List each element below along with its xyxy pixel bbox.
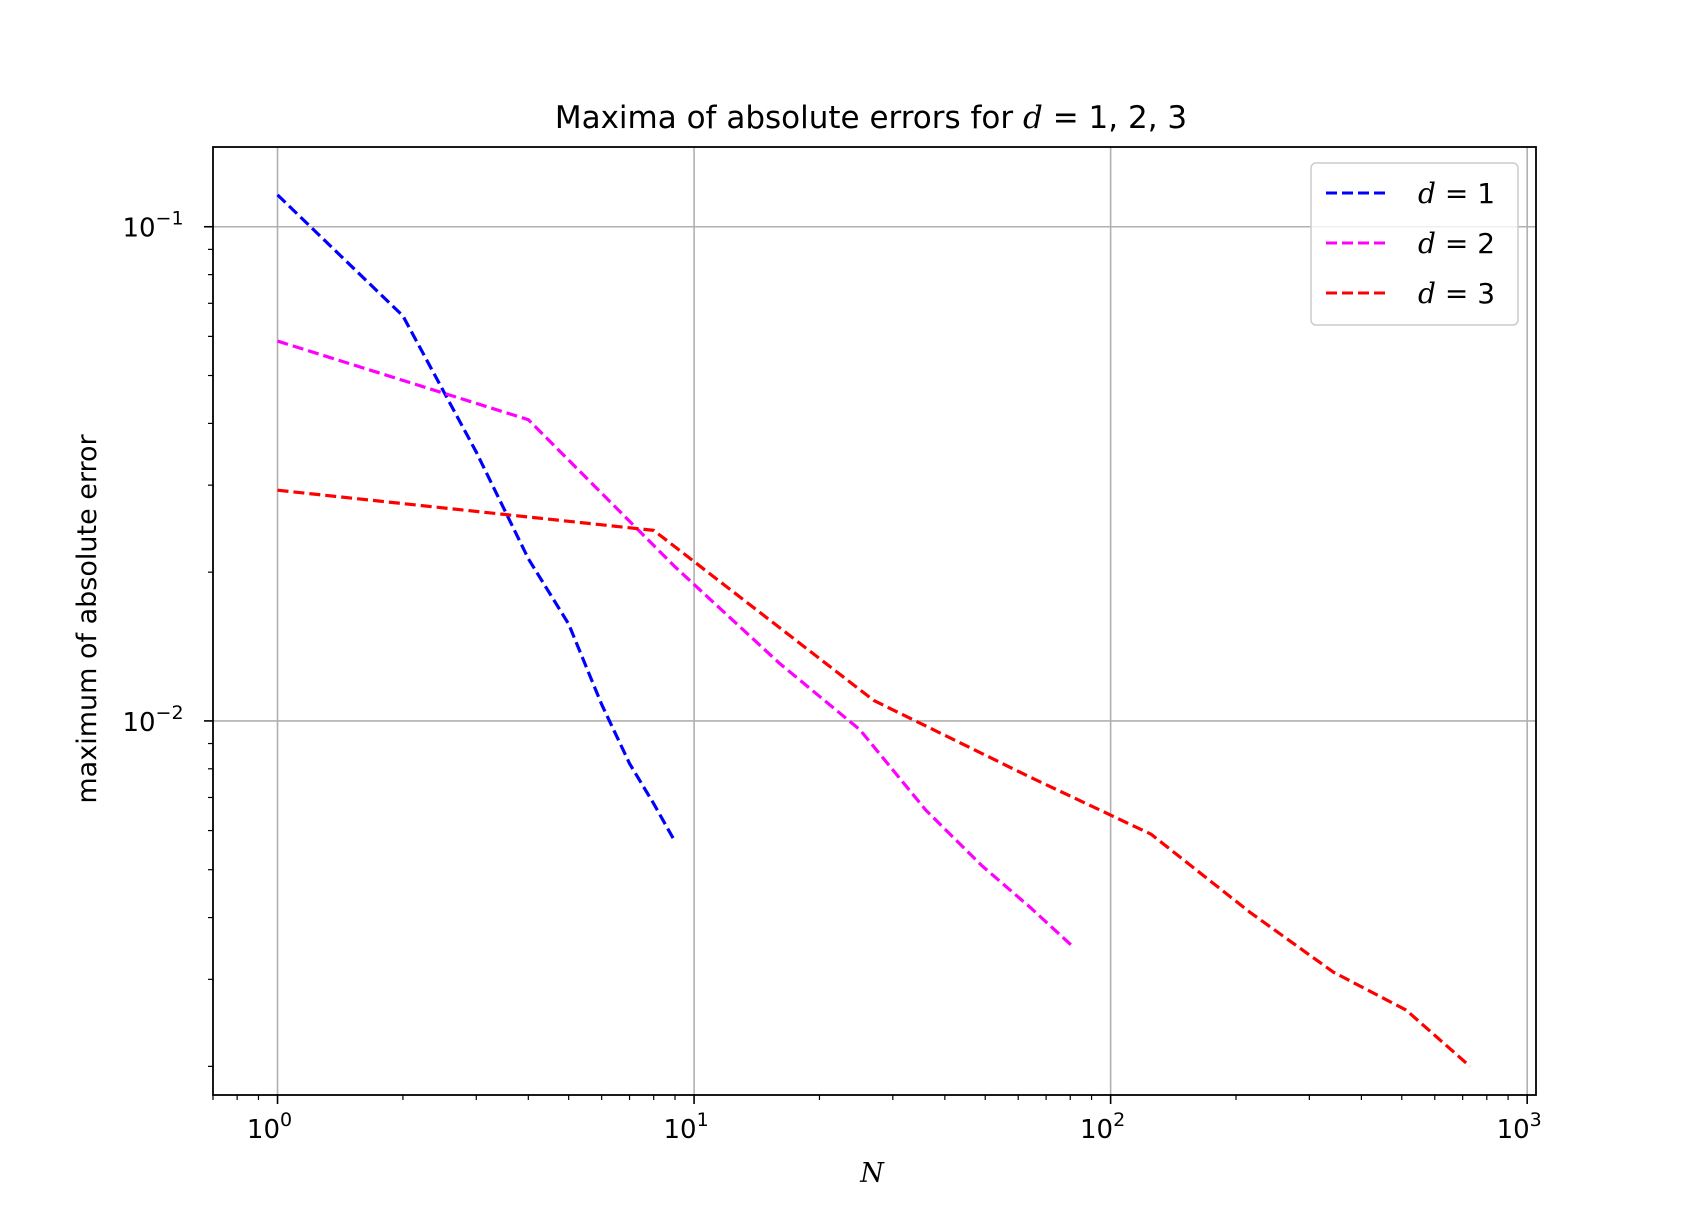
chart-title: Maxima of absolute errors for d = 1, 2, … <box>555 100 1187 136</box>
legend-label-d2: d = 2 <box>1418 227 1495 260</box>
y-tick-label-1: 10−1 <box>122 208 183 244</box>
x-axis-label: N <box>859 1158 885 1189</box>
series-line-d1 <box>276 193 677 843</box>
x-tick-label-0: 100 <box>247 1109 292 1145</box>
x-tick-label-2: 102 <box>1080 1109 1125 1145</box>
plot-frame <box>212 146 1537 1096</box>
series-line-d3 <box>277 488 1472 1068</box>
x-tick-label-3: 103 <box>1497 1109 1542 1145</box>
y-tick-label-0: 10−2 <box>122 702 183 738</box>
legend-label-d3: d = 3 <box>1418 277 1495 310</box>
axes-layer <box>212 146 1537 1096</box>
series-layer <box>276 193 1472 1068</box>
legend: d = 1 d = 2 d = 3 <box>1310 162 1519 326</box>
legend-label-d1: d = 1 <box>1418 177 1495 210</box>
legend-frame <box>1310 162 1519 326</box>
x-tick-label-1: 101 <box>663 1109 708 1145</box>
ticks-layer: 100 101 102 103 10−2 10−1 <box>122 208 1541 1145</box>
y-axis-label: maximum of absolute error <box>72 433 103 803</box>
